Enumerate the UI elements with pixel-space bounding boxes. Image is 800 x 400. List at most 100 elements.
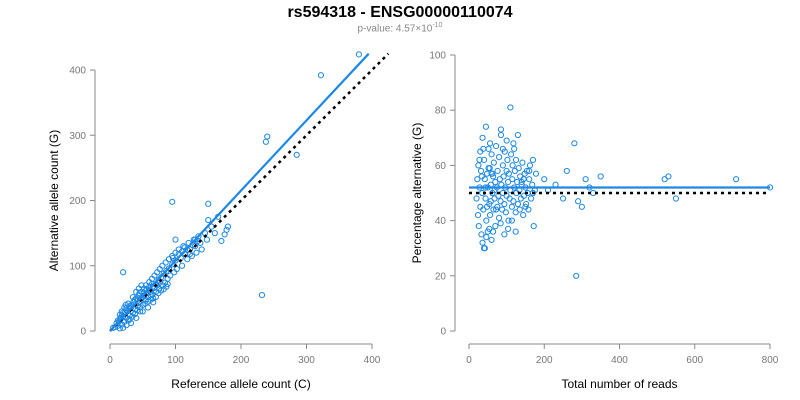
data-point <box>205 200 212 207</box>
data-point <box>211 230 218 237</box>
fit-line <box>109 52 370 332</box>
data-point <box>159 262 166 269</box>
x-tick-label: 600 <box>686 355 703 366</box>
data-point <box>499 145 506 152</box>
data-point <box>487 198 494 205</box>
data-point <box>486 140 494 147</box>
data-point <box>478 173 485 180</box>
y-tick-label: 80 <box>435 106 447 117</box>
data-point <box>496 154 503 161</box>
data-point <box>497 131 505 139</box>
data-point <box>138 282 145 289</box>
data-point <box>530 223 537 230</box>
data-point <box>479 134 486 141</box>
data-point <box>485 145 492 152</box>
p-value-times: × <box>415 23 422 35</box>
data-point <box>582 176 589 183</box>
data-point <box>479 239 486 246</box>
data-point <box>483 234 490 241</box>
data-point <box>156 285 163 292</box>
data-point <box>169 261 176 268</box>
y-tick-label: 40 <box>435 216 447 227</box>
data-point <box>526 176 533 183</box>
p-value-prefix: p-value: 4.57 <box>357 23 416 35</box>
data-point <box>264 133 271 140</box>
data-point <box>133 314 140 322</box>
data-point <box>503 137 510 144</box>
data-point <box>482 195 489 202</box>
data-point <box>559 195 567 202</box>
data-point <box>162 259 169 266</box>
data-point <box>575 198 582 205</box>
data-point <box>508 151 515 158</box>
data-point <box>178 262 186 269</box>
y-tick-label: 20 <box>435 271 447 282</box>
data-point <box>136 290 143 297</box>
y-axis-title: Percentage alternative (G) <box>410 123 424 264</box>
chart-subtitle: p-value: 4.57×10-10 <box>0 22 800 34</box>
data-point <box>149 291 156 298</box>
data-point <box>490 159 497 166</box>
data-point <box>173 265 180 273</box>
x-tick-label: 200 <box>233 355 250 366</box>
data-point <box>502 209 509 216</box>
data-point <box>733 176 740 183</box>
data-point <box>489 228 497 235</box>
data-point <box>500 173 507 180</box>
data-point <box>474 176 481 183</box>
y-tick-label: 300 <box>69 131 86 142</box>
x-tick-label: 200 <box>536 355 553 366</box>
data-point <box>496 214 503 221</box>
data-point <box>541 176 548 183</box>
data-point <box>573 272 580 279</box>
data-point <box>480 145 487 152</box>
data-point <box>510 140 517 147</box>
data-point <box>169 254 176 262</box>
x-tick-label: 0 <box>107 355 113 366</box>
data-point <box>488 236 495 244</box>
data-point <box>164 280 171 288</box>
data-point <box>571 140 578 147</box>
data-point <box>529 156 537 163</box>
data-point <box>188 252 195 260</box>
data-point <box>481 245 488 252</box>
data-point <box>516 206 523 213</box>
data-point <box>504 156 511 163</box>
data-point <box>507 104 514 111</box>
data-point <box>205 216 212 224</box>
data-point <box>486 211 494 219</box>
data-point <box>665 173 672 180</box>
data-point <box>482 123 490 130</box>
data-point <box>120 269 127 276</box>
data-point <box>473 195 480 202</box>
x-axis-title: Total number of reads <box>561 377 677 391</box>
data-point <box>578 203 585 210</box>
data-point <box>262 138 269 145</box>
data-point <box>475 223 482 230</box>
p-value-exponent: -10 <box>432 22 443 29</box>
data-point <box>144 304 152 311</box>
data-point <box>198 246 205 253</box>
data-point <box>165 256 173 263</box>
data-point <box>480 156 488 163</box>
p-value-base: 10 <box>421 23 433 35</box>
data-point <box>223 226 230 233</box>
data-point <box>150 299 157 306</box>
data-point <box>483 203 491 210</box>
scatter-panel-1: 0 100 200 300 400 0 100 200 300 400 Reference alle… <box>47 51 390 391</box>
data-point <box>474 211 482 219</box>
data-point <box>514 200 522 208</box>
data-point <box>485 165 492 172</box>
data-point <box>492 178 499 186</box>
x-tick-label: 0 <box>466 355 472 366</box>
data-point <box>514 131 522 139</box>
data-point <box>172 249 179 256</box>
data-point <box>494 167 501 175</box>
data-point <box>497 220 504 227</box>
data-point <box>509 176 516 183</box>
data-point <box>563 167 570 175</box>
y-tick-label: 0 <box>440 327 446 338</box>
data-point <box>478 231 485 238</box>
data-point <box>477 167 485 175</box>
